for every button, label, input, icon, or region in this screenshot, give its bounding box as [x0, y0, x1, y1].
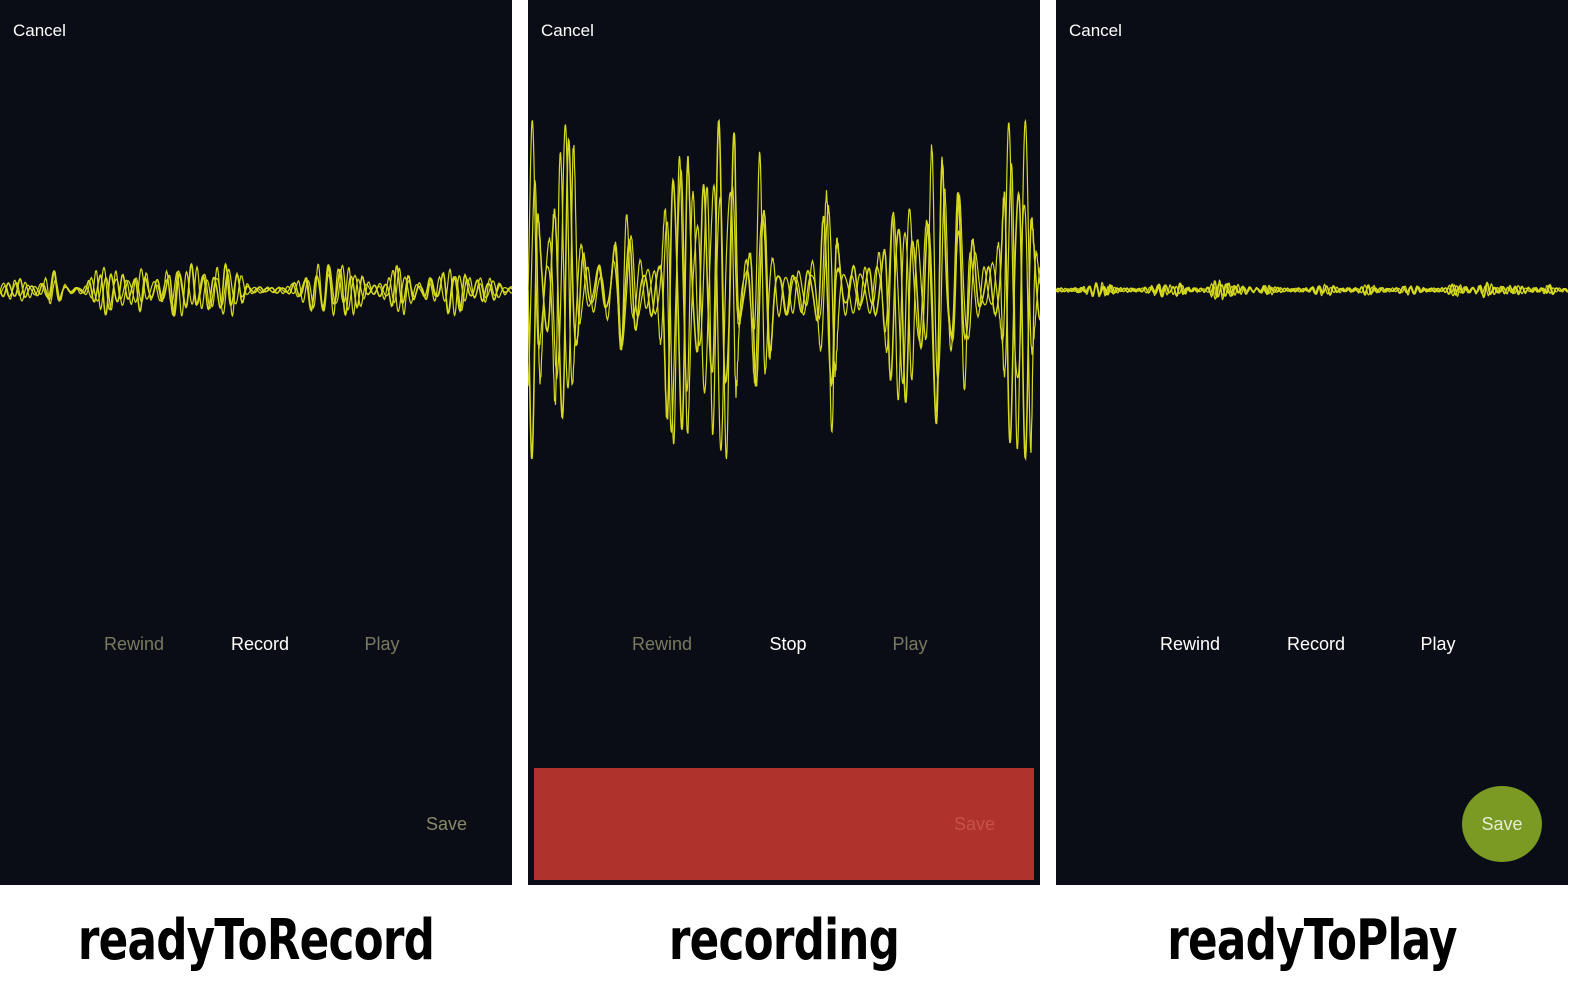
waveform-trace: [0, 262, 512, 317]
save-button-label: Save: [1481, 813, 1523, 834]
save-button[interactable]: Save: [426, 814, 468, 834]
cancel-button[interactable]: Cancel: [541, 21, 594, 40]
play-button[interactable]: Play: [1420, 634, 1456, 654]
cancel-button[interactable]: Cancel: [13, 21, 66, 40]
record-button[interactable]: Record: [230, 634, 290, 654]
state-label-ready-to-play: readyToPlay: [1167, 908, 1457, 973]
waveform-icon: [0, 262, 512, 318]
waveform-trace: [528, 118, 1040, 451]
rewind-button[interactable]: Rewind: [631, 634, 693, 654]
rewind-button[interactable]: Rewind: [1159, 634, 1221, 654]
waveform-trace: [0, 262, 512, 317]
record-button[interactable]: Record: [1286, 634, 1346, 654]
state-label-recording: recording: [668, 908, 900, 973]
cancel-button[interactable]: Cancel: [1069, 21, 1122, 40]
save-button[interactable]: Save: [1462, 786, 1542, 862]
waveform-icon: [1056, 279, 1568, 301]
panel-recording: Cancel Rewind Stop Play Save: [528, 0, 1040, 885]
stop-button[interactable]: Stop: [769, 634, 807, 654]
recording-indicator-banner: [534, 768, 1034, 880]
state-label-ready-to-record: readyToRecord: [77, 908, 435, 973]
waveform-trace: [1056, 282, 1568, 300]
save-button[interactable]: Save: [954, 814, 996, 834]
panel-ready-to-record: Cancel Rewind Record Play Save: [0, 0, 512, 885]
rewind-button[interactable]: Rewind: [103, 634, 165, 654]
panel-ready-to-play: Cancel Rewind Record Play Save: [1056, 0, 1568, 885]
play-button[interactable]: Play: [364, 634, 400, 654]
waveform-trace: [0, 263, 512, 318]
waveform-icon: [528, 118, 1040, 462]
play-button[interactable]: Play: [892, 634, 928, 654]
